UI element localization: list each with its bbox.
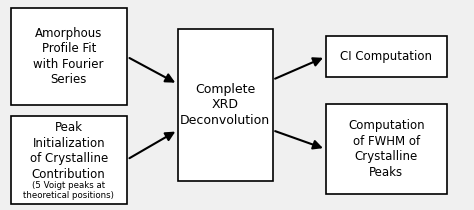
FancyBboxPatch shape bbox=[10, 116, 127, 204]
Text: CI Computation: CI Computation bbox=[340, 50, 432, 63]
Text: Complete
XRD
Deconvolution: Complete XRD Deconvolution bbox=[180, 83, 270, 127]
Text: (5 Voigt peaks at
theoretical positions): (5 Voigt peaks at theoretical positions) bbox=[23, 181, 114, 200]
Text: Computation
of FWHM of
Crystalline
Peaks: Computation of FWHM of Crystalline Peaks bbox=[348, 119, 425, 179]
FancyBboxPatch shape bbox=[326, 36, 447, 77]
Text: Amorphous
Profile Fit
with Fourier
Series: Amorphous Profile Fit with Fourier Serie… bbox=[34, 27, 104, 87]
Text: Peak
Initialization
of Crystalline
Contribution: Peak Initialization of Crystalline Contr… bbox=[29, 121, 108, 181]
FancyBboxPatch shape bbox=[10, 8, 127, 105]
FancyBboxPatch shape bbox=[326, 104, 447, 194]
FancyBboxPatch shape bbox=[178, 29, 273, 181]
